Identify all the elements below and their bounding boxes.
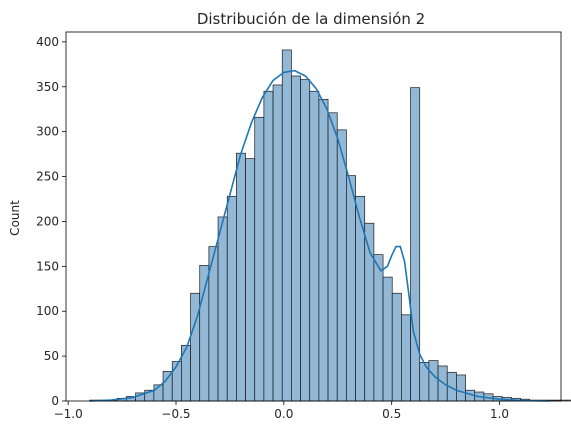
histogram-bar xyxy=(254,116,265,402)
histogram-bar xyxy=(456,374,466,402)
histogram-bar xyxy=(327,112,338,402)
x-tick-label: 0.5 xyxy=(382,407,401,421)
y-tick-label: 150 xyxy=(36,259,59,273)
histogram-bar xyxy=(236,152,246,402)
histogram-bar xyxy=(263,90,274,402)
y-tick-label: 350 xyxy=(36,80,59,94)
plot-frame xyxy=(65,31,562,402)
histogram-bar xyxy=(162,371,173,402)
y-tick-label: 200 xyxy=(36,214,59,228)
histogram-bar xyxy=(355,195,366,402)
x-axis-ticks: −1.0 −0.5 0.0 0.5 1.0 xyxy=(54,401,509,421)
histogram-bar xyxy=(309,90,320,402)
histogram-bar xyxy=(171,361,182,402)
y-axis-label: Count xyxy=(8,200,22,236)
histogram-bar xyxy=(190,292,201,402)
kde-line xyxy=(89,69,550,402)
histogram-bar xyxy=(281,49,292,402)
histogram-bar xyxy=(217,216,228,402)
histogram-bar xyxy=(300,79,311,402)
histogram-bar xyxy=(226,195,237,402)
histogram-bar xyxy=(199,265,210,402)
x-tick-label: 1.0 xyxy=(490,407,509,421)
histogram-bar xyxy=(346,175,356,402)
y-tick-label: 50 xyxy=(44,349,59,363)
histogram-bar xyxy=(291,75,301,402)
x-tick-label: −0.5 xyxy=(161,407,190,421)
chart-title: Distribución de la dimensión 2 xyxy=(197,10,425,28)
y-tick-label: 250 xyxy=(36,170,59,184)
histogram-bar xyxy=(272,84,283,402)
histogram-bar xyxy=(245,158,256,402)
histogram-bar xyxy=(401,314,411,402)
histogram-bar xyxy=(318,98,329,402)
y-tick-label: 400 xyxy=(36,35,59,49)
histogram-bar xyxy=(428,360,439,402)
x-tick-label: −1.0 xyxy=(54,407,83,421)
y-tick-label: 100 xyxy=(36,304,59,318)
x-tick-label: 0.0 xyxy=(274,407,293,421)
histogram-bar xyxy=(566,399,571,402)
histogram-bar xyxy=(382,276,393,402)
histogram-bar xyxy=(373,254,384,402)
histogram-bar xyxy=(391,292,402,402)
histogram-bar xyxy=(410,87,421,402)
y-axis-ticks: 0 50 100 150 200 250 300 350 400 xyxy=(36,35,66,408)
y-tick-label: 300 xyxy=(36,125,59,139)
bars-group xyxy=(89,49,571,402)
histogram-bar xyxy=(336,129,347,402)
y-tick-label: 0 xyxy=(51,394,59,408)
